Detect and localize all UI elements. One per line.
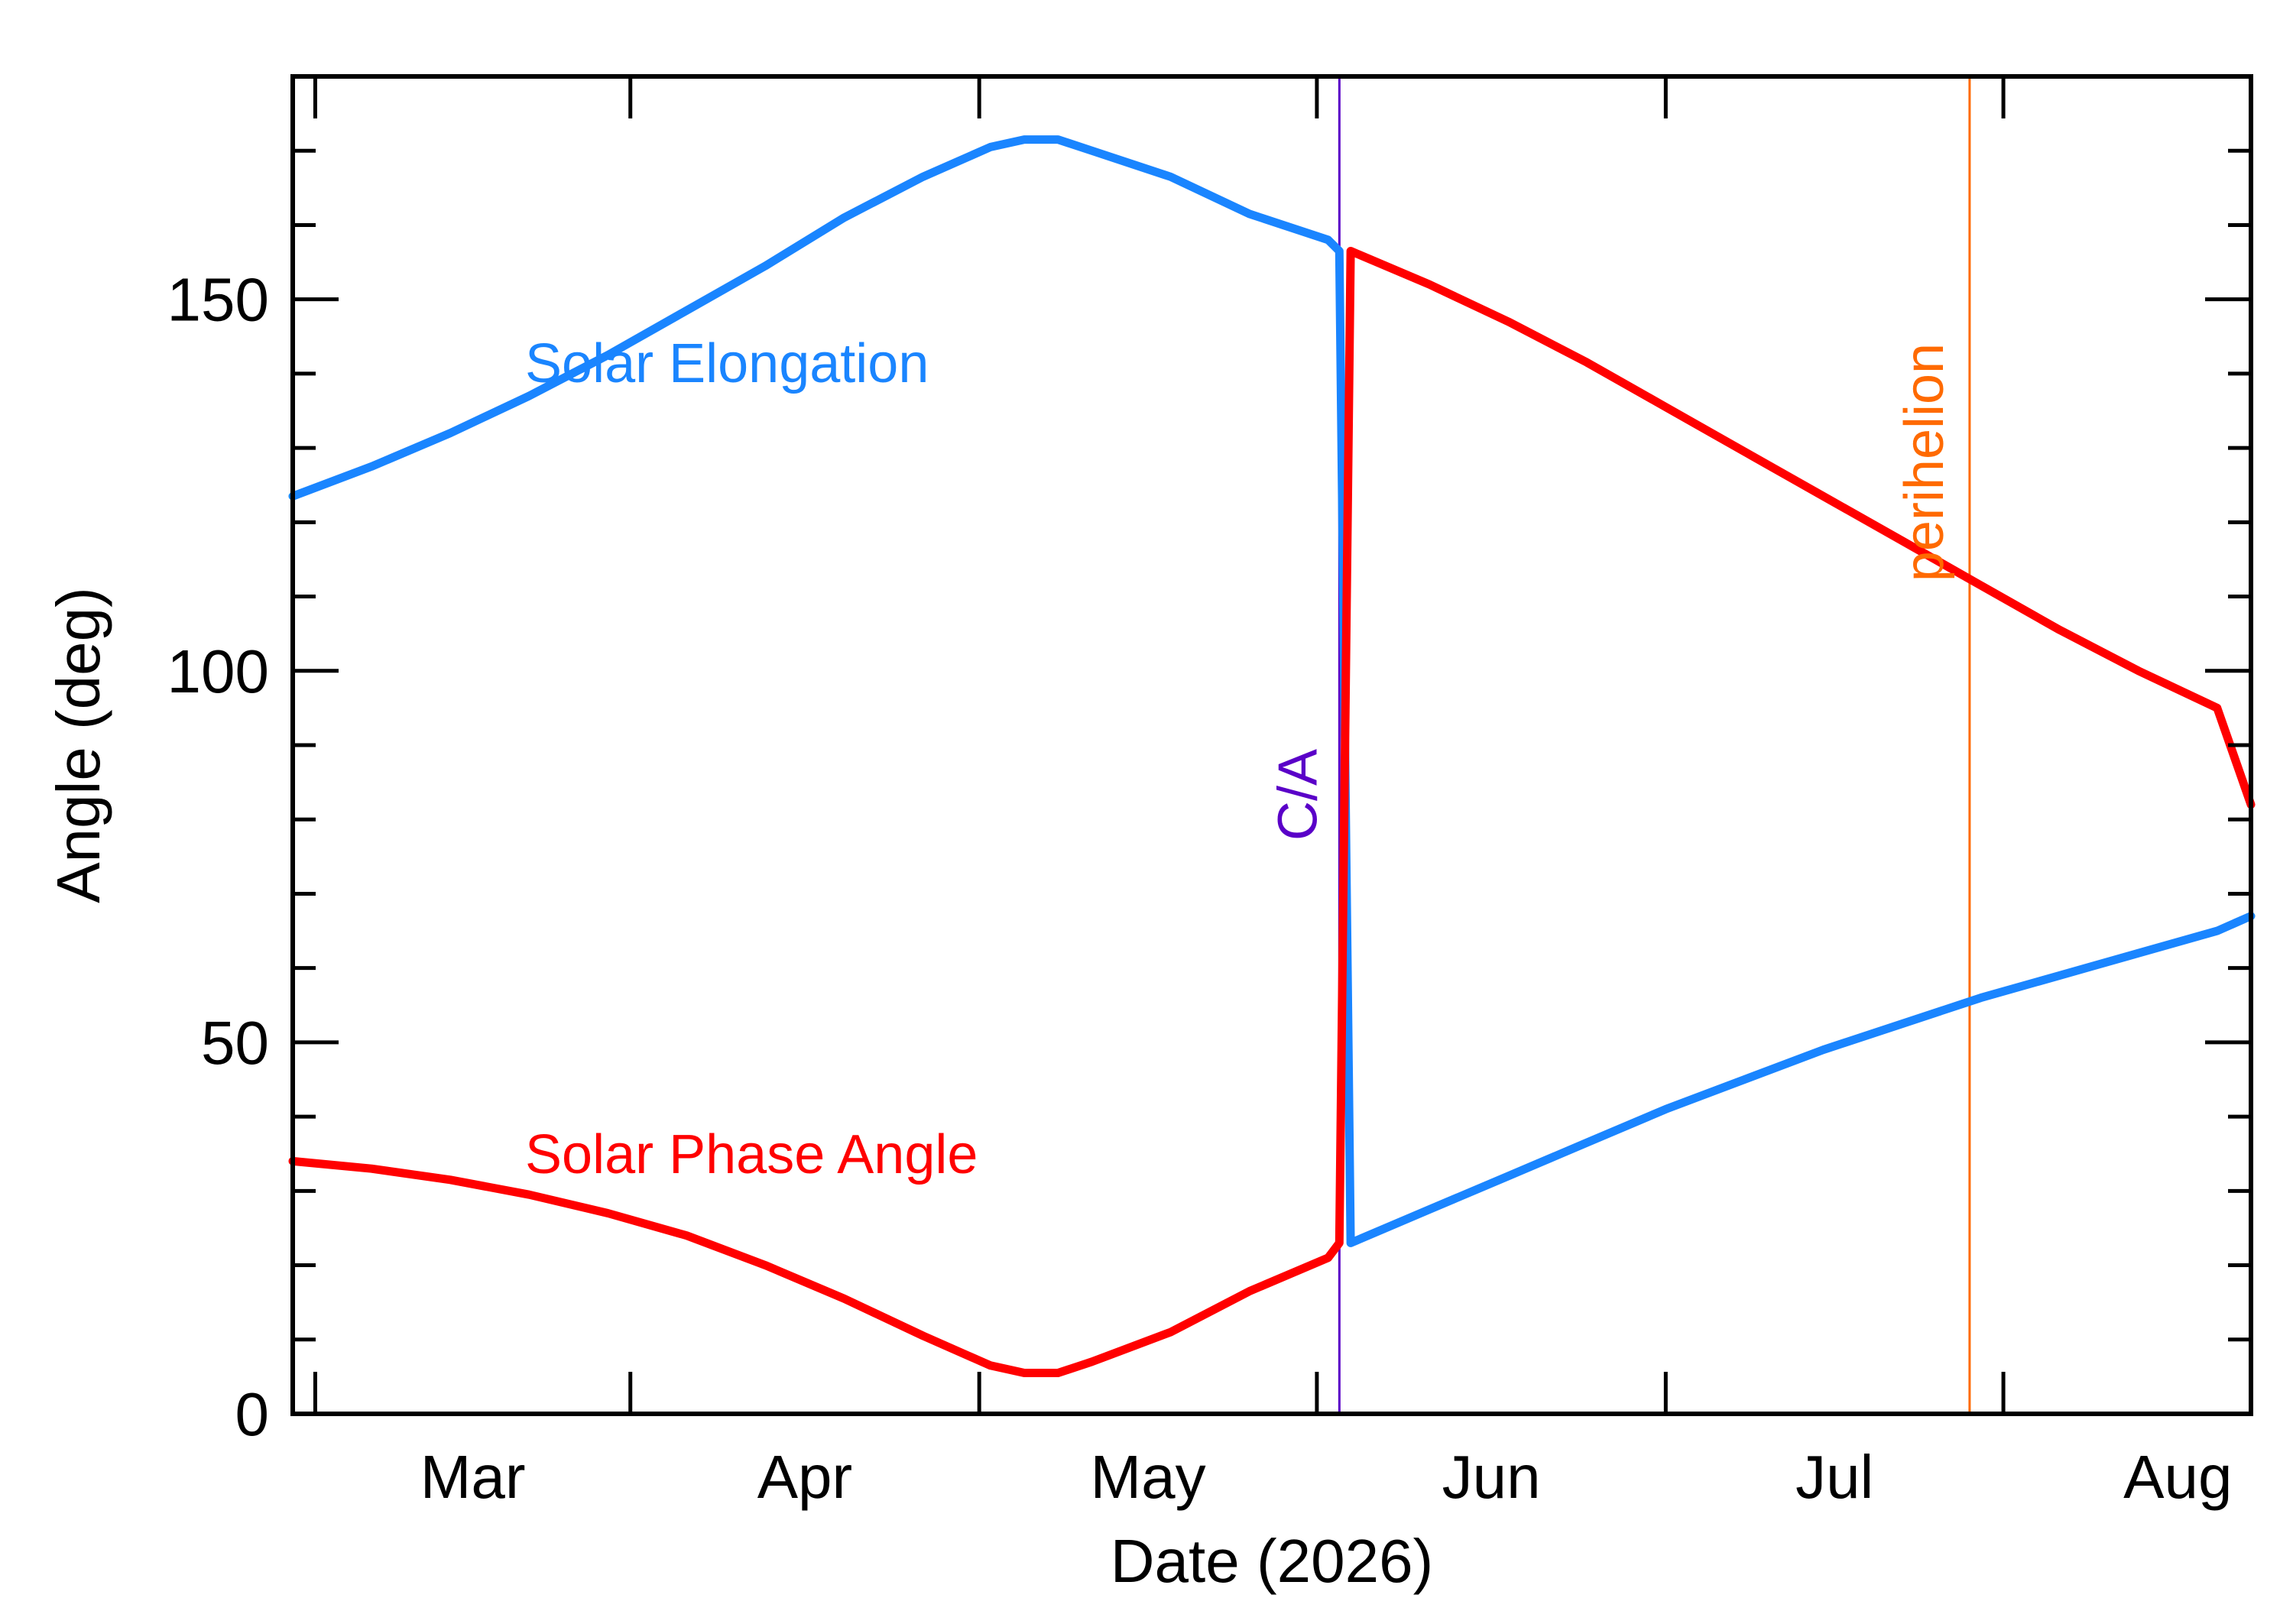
vertical-marker-label: C/A	[1267, 749, 1328, 841]
solar-phase-angle-line	[288, 247, 2256, 1377]
plot-frame	[290, 74, 2253, 1416]
x-tick-label: Mar	[420, 1443, 526, 1511]
x-tick-label: May	[1090, 1443, 1205, 1511]
y-tick-label: 100	[167, 637, 269, 705]
y-tick-label: 150	[167, 266, 269, 334]
y-axis-title: Angle (deg)	[44, 587, 112, 903]
solar-phase-angle-label: Solar Phase Angle	[525, 1124, 978, 1185]
solar-elongation-line	[288, 135, 2256, 1247]
y-tick-label: 50	[201, 1009, 269, 1077]
x-tick-label: Aug	[2123, 1443, 2232, 1511]
x-axis-title: Date (2026)	[1111, 1527, 1433, 1595]
solar-elongation-label: Solar Elongation	[525, 333, 929, 394]
vertical-marker-label: perihelion	[1894, 343, 1955, 582]
y-tick-label: 0	[235, 1380, 270, 1448]
x-tick-label: Apr	[757, 1443, 853, 1511]
x-tick-label: Jun	[1442, 1443, 1541, 1511]
x-tick-label: Jul	[1795, 1443, 1873, 1511]
